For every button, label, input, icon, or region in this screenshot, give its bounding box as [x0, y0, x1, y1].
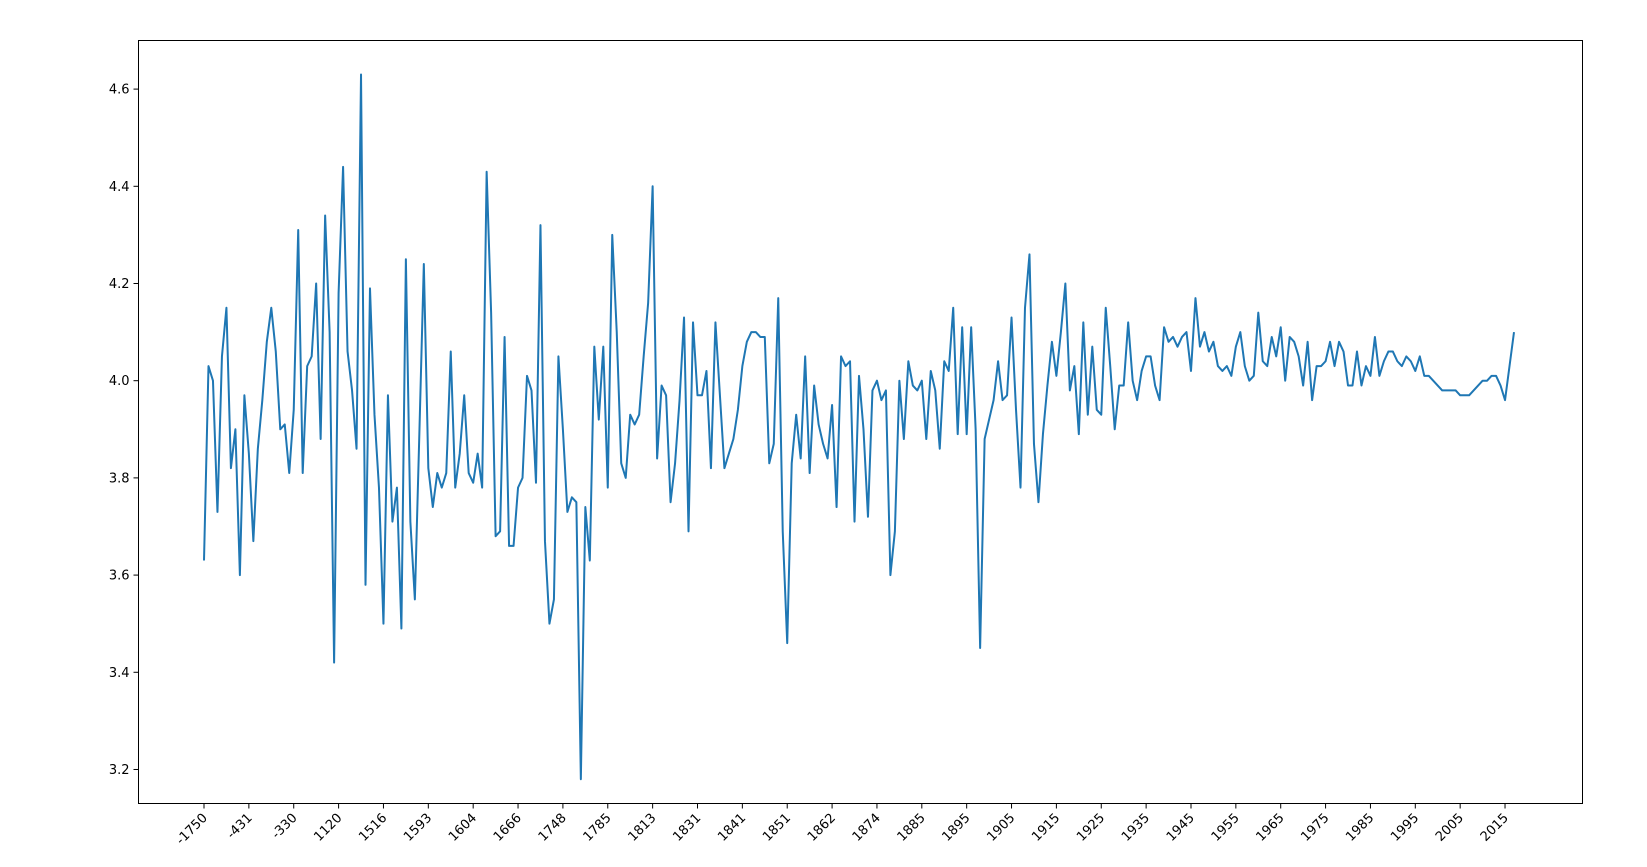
y-tick-label: 4.4 [109, 180, 130, 195]
y-tick-label: 4.2 [109, 277, 130, 292]
y-tick-label: 4.0 [109, 374, 130, 389]
y-tick-label: 3.2 [109, 763, 130, 778]
series-line [203, 73, 1515, 781]
y-tick-label: 4.6 [109, 83, 130, 98]
y-axis: 3.2 3.4 3.6 3.8 4.0 4.2 4.4 4.6 [109, 83, 139, 778]
y-tick-label: 3.6 [109, 569, 130, 584]
y-tick-label: 3.8 [109, 471, 130, 486]
y-tick-label: 3.4 [109, 666, 130, 681]
plot-frame [138, 40, 1583, 804]
